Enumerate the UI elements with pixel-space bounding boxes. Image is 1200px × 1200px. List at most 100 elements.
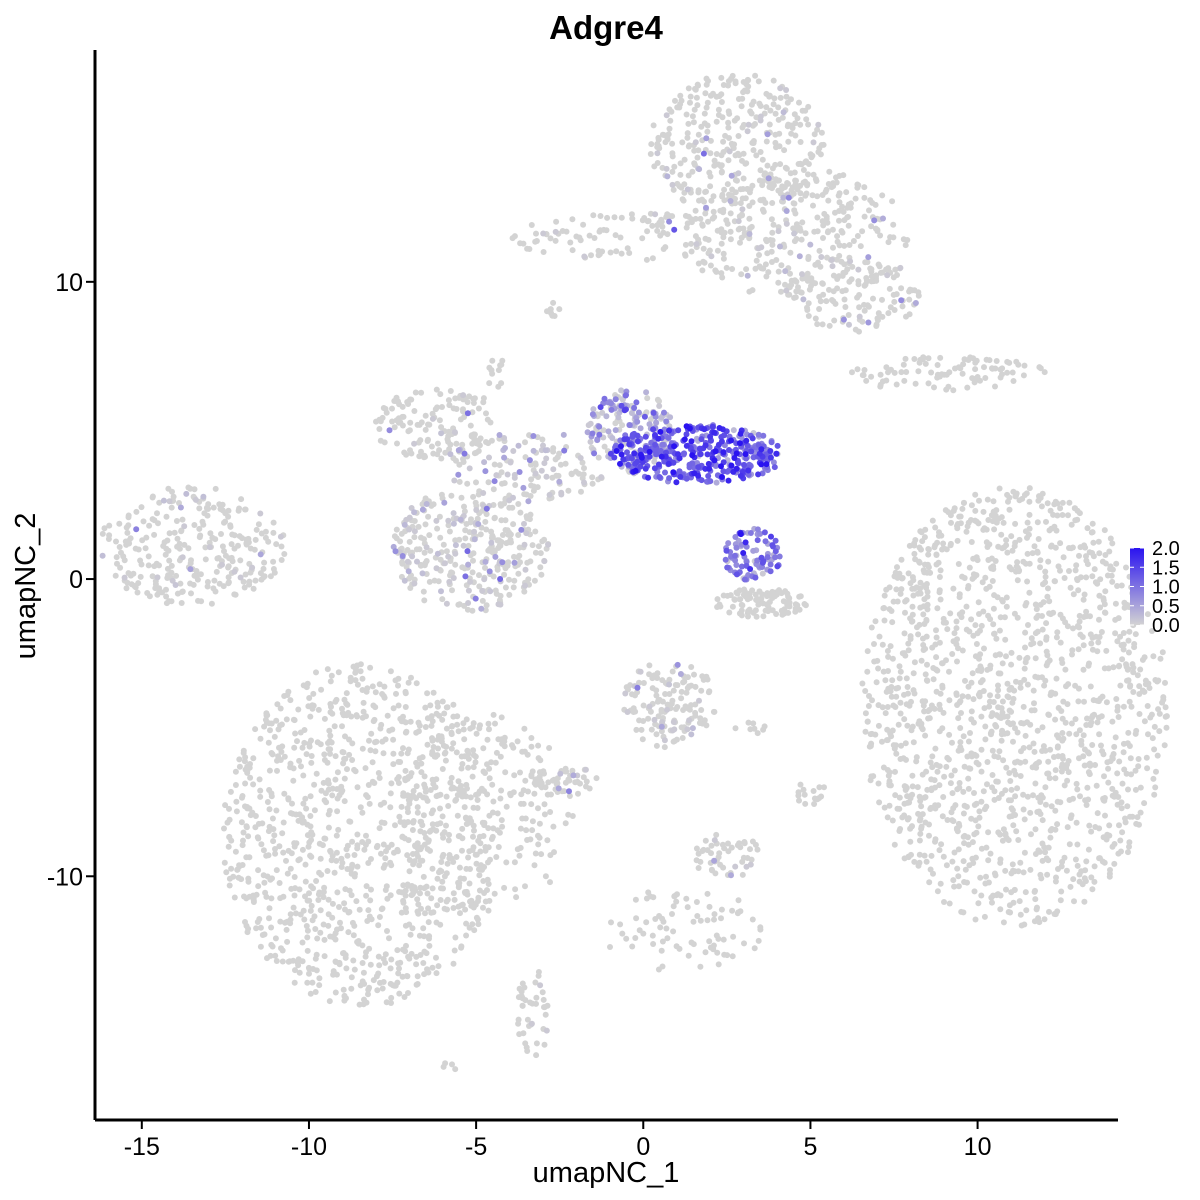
cell-point [920,567,927,574]
cell-point [954,537,961,544]
cell-point [1144,765,1151,772]
cell-point [397,538,404,545]
cell-point [334,889,341,896]
cell-point [423,544,430,551]
cell-point [1022,758,1029,765]
cell-point [1062,619,1069,626]
cell-point [700,676,707,683]
cell-point [886,802,893,809]
cell-point [462,906,469,913]
cell-point [965,693,972,700]
cell-point [739,871,746,878]
cell-point [149,494,156,501]
cell-point [252,577,259,584]
cell-point [893,586,900,593]
cell-point [655,697,662,703]
cell-point [448,492,455,499]
cell-point [1077,793,1083,800]
cell-point [1030,740,1037,747]
cell-point [995,704,1002,711]
cell-point [524,837,531,843]
cell-point [420,588,427,595]
cell-point [532,850,539,857]
cell-point [1059,499,1066,506]
cell-point [1115,794,1122,800]
cell-point [480,490,487,496]
cell-point [671,163,678,170]
cell-point [736,213,743,220]
cell-point [258,530,265,537]
cell-point [363,832,369,839]
cell-point [661,744,668,751]
cell-point [607,944,613,950]
cell-point [824,229,831,236]
cell-point [445,837,452,844]
cell-point [911,690,918,697]
cell-point [1007,778,1014,784]
cell-point [693,241,700,247]
cell-point [881,592,888,599]
cell-point [524,559,531,566]
cell-point [232,768,239,775]
cell-point [165,485,172,492]
cell-point [868,773,875,780]
cell-point [476,725,483,732]
cell-point [522,566,529,573]
cell-point [874,657,881,664]
cell-point [1043,648,1050,655]
cell-point [509,235,516,242]
cell-point [325,911,332,918]
cell-point [916,559,923,566]
cell-point [637,668,644,675]
cell-point [528,743,535,750]
cell-point [502,769,509,776]
cell-point [927,569,934,576]
cell-point [655,966,662,973]
cell-point [454,812,461,819]
cell-point [422,426,429,433]
cell-point [1015,837,1022,843]
cell-point [970,355,977,362]
cell-point [456,864,463,871]
cell-point [297,911,304,918]
cell-point [955,873,962,880]
cell-point [461,804,468,811]
cell-point [382,855,389,862]
cell-point [438,491,445,498]
cell-point [284,938,291,945]
cell-point [455,601,462,608]
cell-point [684,186,691,193]
cell-point [787,170,794,177]
cell-point [747,861,754,868]
cell-point [1096,550,1103,557]
cell-point [332,776,339,783]
cell-point [1031,543,1038,550]
cell-point [558,489,565,496]
cell-point [1151,723,1158,730]
cell-point [368,886,374,893]
cell-point [935,802,942,809]
cell-point [932,524,939,531]
cell-point [1109,718,1116,725]
cell-point [398,530,405,537]
cell-point [1072,567,1079,574]
cell-point [495,367,502,374]
cell-point [962,866,969,873]
cell-point [522,883,528,890]
cell-point [846,242,853,248]
cell-point [839,288,846,295]
cell-point [427,547,434,554]
cell-point [852,195,859,202]
cell-point [650,941,657,947]
cell-point [725,82,732,89]
cell-point [693,94,700,101]
cell-point [1021,816,1028,823]
cell-point [862,728,869,735]
cell-point [400,745,406,752]
cell-point [1117,682,1124,689]
cell-point [938,532,945,539]
cell-point [615,414,622,421]
cell-point [684,904,691,911]
cell-point [658,728,665,735]
cell-point [916,837,923,844]
